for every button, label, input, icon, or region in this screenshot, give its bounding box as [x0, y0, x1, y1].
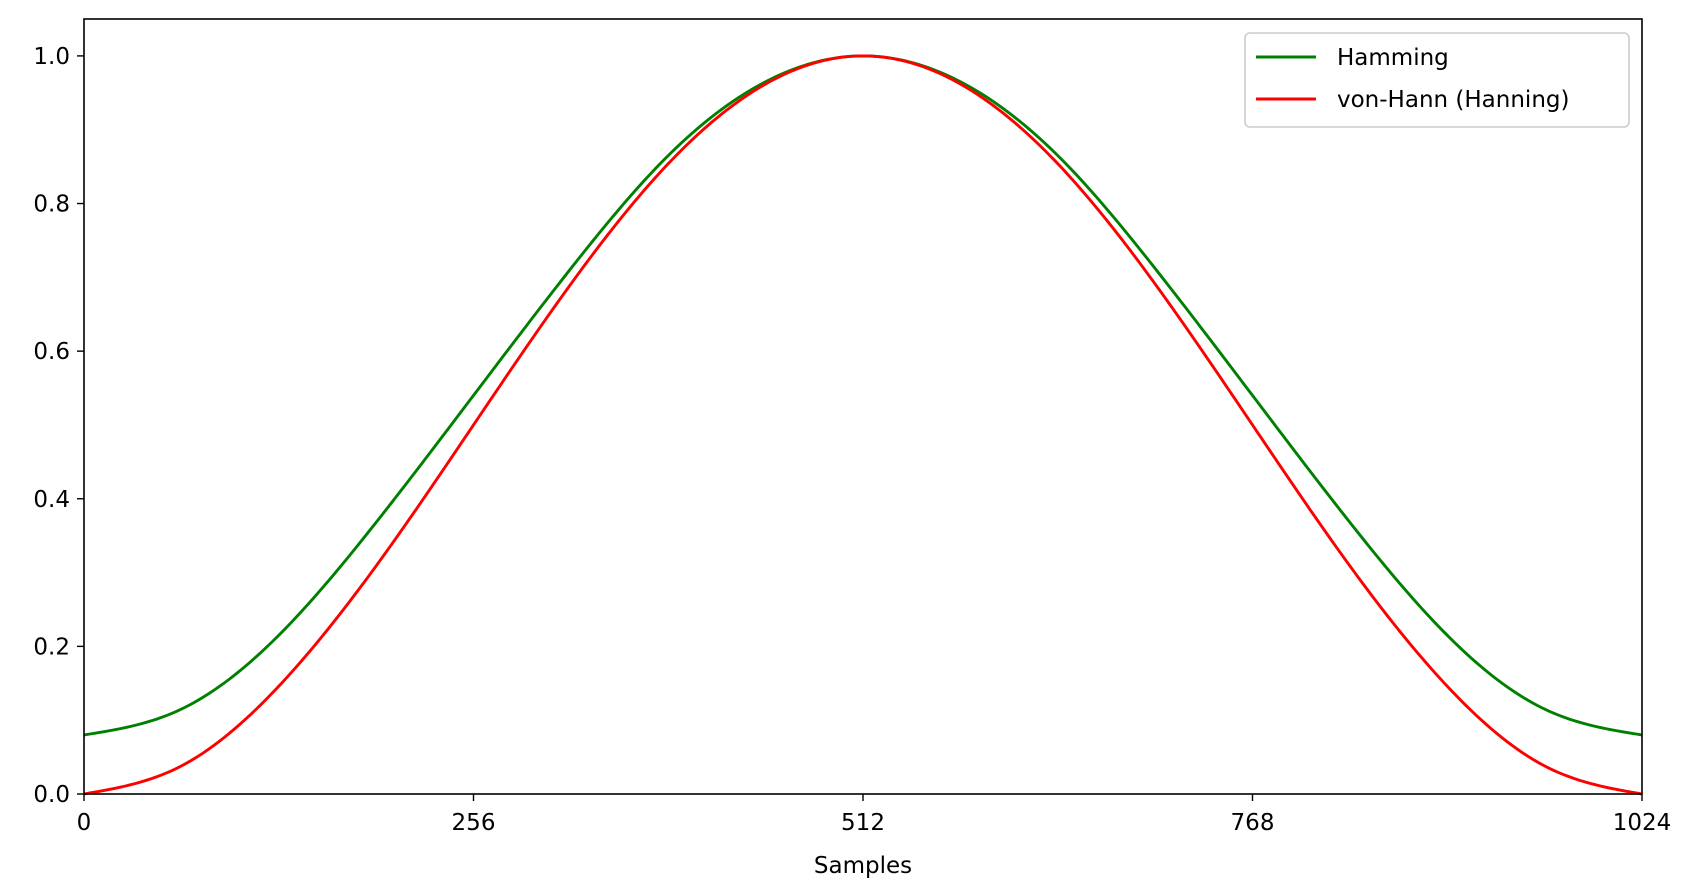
legend-label-1: Hamming	[1337, 45, 1449, 71]
x-axis: 0 256 512 768 1024	[77, 794, 1672, 836]
x-tick-label: 768	[1231, 810, 1275, 836]
legend: Hamming von-Hann (Hanning)	[1244, 32, 1630, 128]
x-tick-label: 256	[452, 810, 496, 836]
legend-box	[1244, 32, 1630, 128]
plot-area	[83, 54, 1643, 796]
x-tick-label: 1024	[1613, 810, 1672, 836]
x-tick-label: 512	[841, 810, 885, 836]
legend-label-2: von-Hann (Hanning)	[1337, 87, 1569, 113]
x-tick-label: 0	[77, 810, 92, 836]
y-tick-label: 0.2	[33, 634, 70, 660]
y-axis: 0.0 0.2 0.4 0.6 0.8 1.0	[33, 44, 84, 808]
y-tick-label: 0.8	[33, 192, 70, 218]
x-axis-title: Samples	[814, 853, 912, 879]
y-tick-label: 0.0	[33, 782, 70, 808]
y-tick-label: 0.6	[33, 339, 70, 365]
y-tick-label: 1.0	[33, 44, 70, 70]
series-line-2	[83, 54, 1643, 796]
y-tick-label: 0.4	[33, 487, 70, 513]
